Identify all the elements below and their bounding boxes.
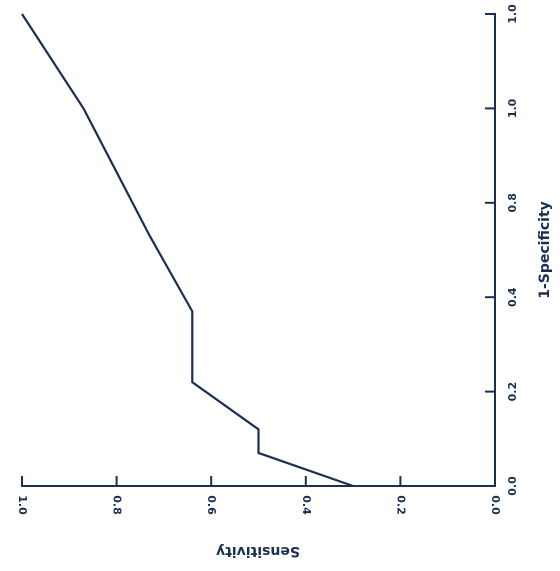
y-axis-title: Sensitivity: [216, 543, 300, 559]
x-tick-label: 0.0: [506, 476, 519, 496]
x-tick-label: 0.8: [506, 193, 519, 213]
y-tick-label: 0.0: [489, 495, 502, 515]
x-tick-label: 1.0: [506, 4, 519, 24]
roc-line: [21, 13, 354, 488]
x-tick-label: 0.2: [506, 382, 519, 402]
x-tick-label: 1.0: [506, 98, 519, 118]
x-axis-title: 1-Specificity: [537, 201, 553, 299]
y-tick-label: 0.8: [111, 495, 124, 515]
y-tick-label: 0.6: [205, 495, 218, 515]
y-tick-label: 0.4: [300, 495, 313, 515]
y-tick-label: 0.2: [394, 495, 407, 515]
y-tick-label: 1.0: [16, 495, 29, 515]
x-tick-label: 0.4: [506, 287, 519, 307]
